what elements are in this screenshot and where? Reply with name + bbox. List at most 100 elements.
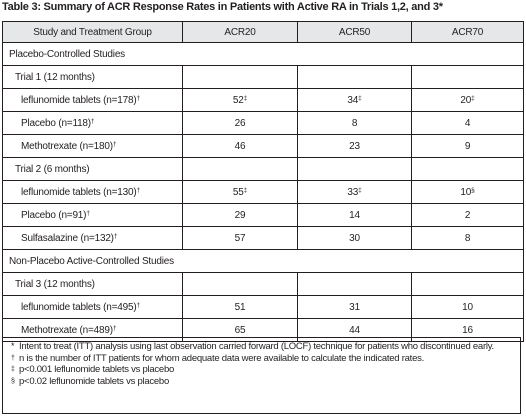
table-row: Methotrexate (n=489)† 65 44 16 — [2, 318, 524, 342]
footnote: † n is the number of ITT patients for who… — [11, 353, 514, 365]
footnote-marker: ‡ — [358, 94, 362, 102]
acr20-value: 57 — [234, 232, 246, 244]
table-row: leflunomide tablets (n=130)† 55‡ 33‡ 10§ — [2, 180, 524, 204]
acr70-value: 4 — [464, 117, 471, 129]
acr50-cell: 14 — [297, 203, 412, 227]
empty-cell — [297, 65, 412, 89]
acr20-cell: 57 — [182, 226, 298, 250]
acr20-cell: 29 — [182, 203, 298, 227]
acr70-value: 10 — [460, 186, 472, 198]
acr50-cell: 30 — [297, 226, 412, 250]
table-row: Methotrexate (n=180)† 46 23 9 — [2, 134, 524, 158]
footnote-symbol: ‡ — [11, 366, 15, 373]
treatment-label: Methotrexate (n=180) — [21, 140, 113, 152]
group-label: Placebo-Controlled Studies — [2, 42, 524, 66]
footnote-symbol: † — [11, 354, 15, 362]
header-acr50: ACR50 — [297, 21, 412, 43]
footnote-marker: ‡ — [243, 186, 248, 194]
table-row: Sulfasalazine (n=132)† 57 30 8 — [2, 226, 524, 250]
group-row: Placebo-Controlled Studies — [2, 42, 524, 66]
group-label: Non-Placebo Active-Controlled Studies — [2, 249, 524, 273]
footnote-text: p<0.001 leflunomide tablets vs placebo — [19, 364, 175, 375]
acr50-cell: 34‡ — [297, 88, 412, 112]
footnote-marker: † — [90, 117, 95, 125]
acr20-cell: 51 — [182, 295, 298, 319]
header-acr70: ACR70 — [411, 21, 524, 43]
acr20-value: 46 — [234, 140, 246, 152]
acr50-cell: 44 — [297, 318, 412, 342]
acr50-cell: 33‡ — [297, 180, 412, 204]
acr70-value: 8 — [464, 232, 471, 244]
footnote-marker: † — [136, 94, 141, 102]
acr50-cell: 31 — [297, 295, 412, 319]
footnote-text: p<0.02 leflunomide tablets vs placebo — [19, 375, 169, 387]
treatment-cell: leflunomide tablets (n=495)† — [2, 295, 183, 319]
acr50-cell: 8 — [297, 111, 412, 135]
empty-cell — [411, 157, 524, 181]
footnote: ‡ p<0.001 leflunomide tablets vs placebo — [11, 364, 514, 376]
footnote-marker: † — [112, 324, 117, 332]
table-caption: Table 3: Summary of ACR Response Rates i… — [2, 1, 443, 13]
table-row: leflunomide tablets (n=495)† 51 31 10 — [2, 295, 524, 319]
table-row: Placebo (n=91)† 29 14 2 — [2, 203, 524, 227]
empty-cell — [411, 272, 524, 296]
footnote-marker: † — [113, 232, 118, 240]
treatment-label: leflunomide tablets (n=495) — [21, 301, 137, 313]
treatment-label: Methotrexate (n=489) — [21, 324, 113, 336]
empty-cell — [297, 157, 412, 181]
acr70-cell: 2 — [411, 203, 524, 227]
footnote-marker: † — [86, 209, 90, 217]
trial-label: Trial 2 (6 months) — [2, 157, 183, 181]
treatment-cell: Methotrexate (n=489)† — [2, 318, 183, 342]
acr50-cell: 23 — [297, 134, 412, 158]
footnote-marker: † — [136, 301, 141, 309]
acr70-cell: 8 — [411, 226, 524, 250]
acr50-value: 14 — [349, 209, 360, 221]
header-study-group: Study and Treatment Group — [2, 21, 183, 43]
trial-row: Trial 1 (12 months) — [2, 65, 524, 89]
treatment-cell: Placebo (n=118)† — [2, 111, 183, 135]
acr50-value: 30 — [349, 232, 360, 244]
table-header-row: Study and Treatment Group ACR20 ACR50 AC… — [2, 21, 524, 43]
acr20-value: 52 — [232, 94, 244, 106]
treatment-cell: Sulfasalazine (n=132)† — [2, 226, 183, 250]
acr-response-table: Study and Treatment Group ACR20 ACR50 AC… — [2, 21, 524, 342]
acr50-value: 23 — [349, 140, 360, 152]
footnote: § p<0.02 leflunomide tablets vs placebo — [11, 376, 514, 388]
footnote-text: n is the number of ITT patients for whom… — [19, 352, 424, 364]
acr50-value: 8 — [351, 117, 358, 129]
table-row: leflunomide tablets (n=178)† 52‡ 34‡ 20‡ — [2, 88, 524, 112]
footnote-marker: † — [112, 140, 117, 148]
acr50-value: 44 — [349, 324, 360, 336]
footnote-symbol: § — [11, 377, 15, 385]
acr50-value: 31 — [349, 301, 360, 313]
acr70-cell: 10 — [411, 295, 524, 319]
acr70-value: 9 — [464, 140, 471, 152]
trial-row: Trial 3 (12 months) — [2, 272, 524, 296]
treatment-cell: leflunomide tablets (n=178)† — [2, 88, 183, 112]
acr70-cell: 10§ — [411, 180, 524, 204]
trial-label: Trial 3 (12 months) — [2, 272, 183, 296]
treatment-cell: Methotrexate (n=180)† — [2, 134, 183, 158]
header-acr20: ACR20 — [182, 21, 298, 43]
acr20-cell: 52‡ — [182, 88, 298, 112]
footnote-marker: ‡ — [471, 94, 475, 102]
footnote-marker: ‡ — [243, 94, 248, 102]
acr70-value: 2 — [464, 209, 471, 221]
footnote-marker: § — [471, 186, 475, 194]
footnotes: * Intent to treat (ITT) analysis using la… — [2, 337, 521, 414]
table-row: Placebo (n=118)† 26 8 4 — [2, 111, 524, 135]
treatment-label: leflunomide tablets (n=178) — [21, 94, 137, 106]
acr70-cell: 9 — [411, 134, 524, 158]
acr20-value: 55 — [232, 186, 244, 198]
treatment-cell: leflunomide tablets (n=130)† — [2, 180, 183, 204]
acr20-value: 65 — [234, 324, 246, 336]
acr20-value: 26 — [234, 117, 246, 129]
trial-row: Trial 2 (6 months) — [2, 157, 524, 181]
trial-label: Trial 1 (12 months) — [2, 65, 183, 89]
acr70-cell: 16 — [411, 318, 524, 342]
acr20-cell: 46 — [182, 134, 298, 158]
treatment-cell: Placebo (n=91)† — [2, 203, 183, 227]
empty-cell — [297, 272, 412, 296]
